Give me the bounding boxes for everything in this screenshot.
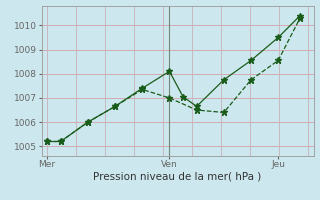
X-axis label: Pression niveau de la mer( hPa ): Pression niveau de la mer( hPa )	[93, 172, 262, 182]
